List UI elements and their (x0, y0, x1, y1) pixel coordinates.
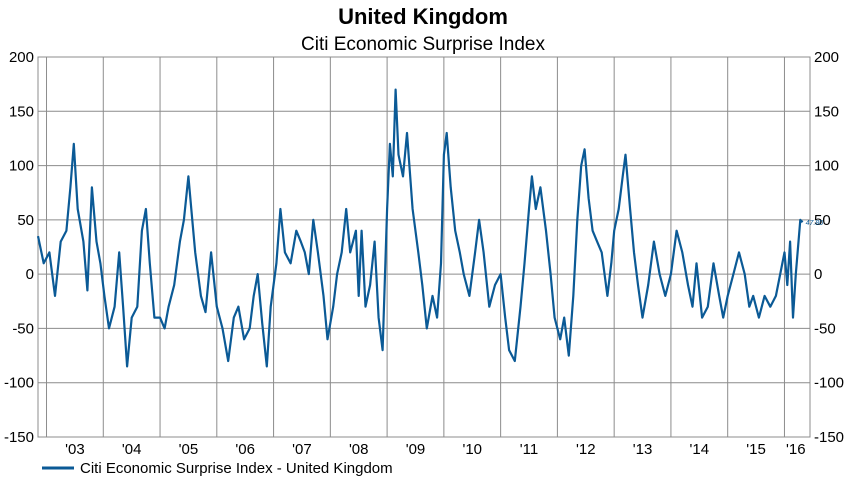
legend: Citi Economic Surprise Index - United Ki… (42, 460, 393, 477)
y-tick-label-right: -100 (814, 375, 844, 392)
y-tick-label-right: 200 (814, 49, 839, 66)
x-tick-label: '15 (746, 441, 766, 458)
series-layer: 47.80 (36, 88, 824, 368)
y-tick-label-right: 50 (814, 212, 831, 229)
y-tick-label-left: 200 (9, 49, 34, 66)
legend-label: Citi Economic Surprise Index - United Ki… (80, 460, 393, 477)
y-tick-label-left: 0 (26, 266, 34, 283)
x-tick-label: '16 (786, 441, 806, 458)
y-tick-label-left: -50 (12, 320, 34, 337)
x-tick-label: '09 (406, 441, 426, 458)
y-tick-label-left: 100 (9, 158, 34, 175)
x-tick-label: '07 (292, 441, 312, 458)
x-tick-label: '04 (122, 441, 142, 458)
x-tick-label: '03 (65, 441, 85, 458)
x-tick-label: '10 (462, 441, 482, 458)
y-tick-label-right: 100 (814, 158, 839, 175)
last-value-label: 47.80 (806, 220, 824, 227)
x-tick-label: '13 (633, 441, 653, 458)
y-tick-label-left: 50 (17, 212, 34, 229)
chart-subtitle: Citi Economic Surprise Index (301, 34, 545, 55)
y-tick-label-left: -100 (4, 375, 34, 392)
y-tick-label-left: -150 (4, 429, 34, 446)
series-line (36, 88, 804, 368)
axis-layer: 200 200 150 150 100 100 50 50 0 0 -50 -50 -100 -100 -1… (4, 49, 844, 458)
x-tick-label: '12 (576, 441, 596, 458)
x-tick-label: '05 (179, 441, 199, 458)
chart-title: United Kingdom (338, 4, 508, 29)
x-tick-label: '06 (235, 441, 255, 458)
plot-frame (37, 56, 811, 438)
grid-layer (37, 56, 811, 438)
x-tick-label: '11 (520, 441, 538, 458)
y-tick-label-right: 0 (814, 266, 822, 283)
y-tick-label-left: 150 (9, 103, 34, 120)
y-tick-label-right: -50 (814, 320, 836, 337)
y-tick-label-right: -150 (814, 429, 844, 446)
x-tick-label: '14 (690, 441, 710, 458)
y-tick-label-right: 150 (814, 103, 839, 120)
x-tick-label: '08 (349, 441, 369, 458)
